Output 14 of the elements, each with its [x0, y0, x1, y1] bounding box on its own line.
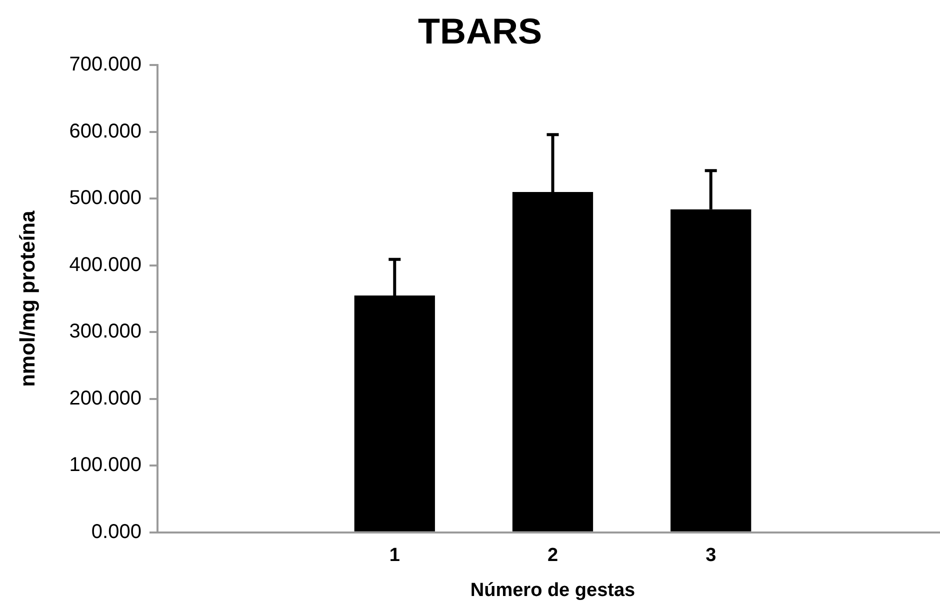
x-tick-label: 2: [547, 545, 558, 566]
y-tick-label: 700.000: [69, 54, 142, 76]
x-tick-label: 3: [706, 545, 716, 566]
y-tick-label: 500.000: [69, 187, 142, 210]
y-tick-label: 300.000: [69, 320, 142, 343]
y-tick-label: 0.000: [91, 520, 142, 543]
x-tick-label: 1: [389, 545, 400, 566]
x-axis-title: Número de gestas: [470, 580, 636, 601]
y-axis-title: nmol/mg proteína: [16, 210, 40, 387]
y-tick-label: 400.000: [69, 254, 142, 276]
y-tick-label: 100.000: [69, 454, 142, 476]
y-tick-label: 600.000: [69, 120, 142, 142]
y-tick-label: 200.000: [69, 387, 142, 410]
chart-title: TBARS: [418, 10, 542, 52]
